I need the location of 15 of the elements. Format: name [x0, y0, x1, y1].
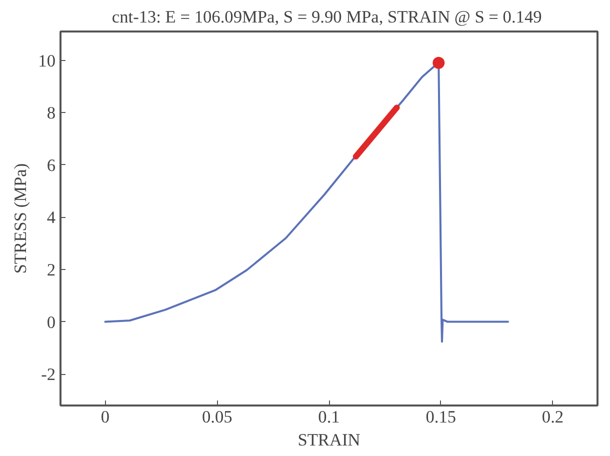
y-tick-label: -2 [41, 365, 56, 384]
x-axis-title: STRAIN [298, 430, 361, 450]
y-tick-label: 0 [46, 312, 56, 332]
x-tick-label: 0.15 [426, 408, 456, 426]
x-tick-label: 0.1 [318, 408, 340, 426]
y-tick-label: 6 [46, 156, 56, 175]
y-tick-label: 8 [46, 104, 56, 123]
x-tick-label: 0 [100, 408, 110, 426]
x-tick-label: 0.2 [542, 408, 564, 426]
y-tick-label: 10 [38, 51, 56, 70]
y-axis-title: STRESS (MPa) [11, 163, 30, 274]
chart-title: cnt-13: E = 106.09MPa, S = 9.90 MPa, STRAIN @ S = 0.149 [112, 8, 542, 26]
x-tick-label: 0.05 [202, 408, 232, 426]
y-tick-label: 2 [46, 260, 56, 280]
y-tick-label: 4 [46, 208, 56, 228]
